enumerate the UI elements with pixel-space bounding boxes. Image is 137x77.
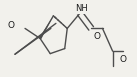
Text: O: O <box>8 21 15 30</box>
Text: O: O <box>119 55 126 64</box>
Polygon shape <box>39 16 53 39</box>
Text: O: O <box>94 32 101 41</box>
Text: NH: NH <box>75 4 88 13</box>
